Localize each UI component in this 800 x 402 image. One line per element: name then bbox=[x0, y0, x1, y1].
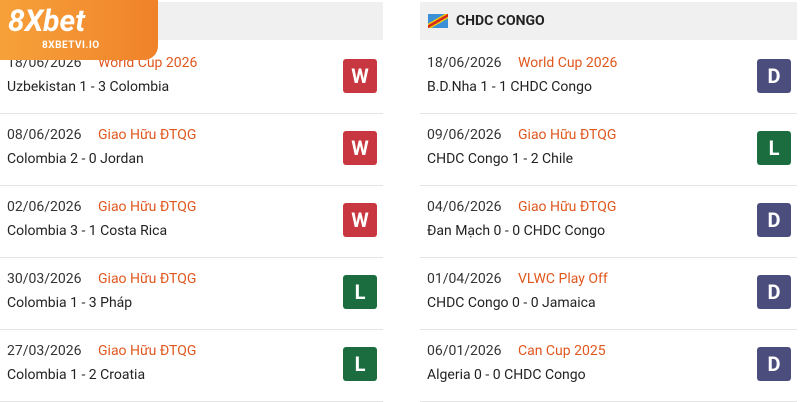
brand: 8Xbet bbox=[8, 4, 86, 39]
result-badge: L bbox=[343, 275, 377, 309]
competition: Can Cup 2025 bbox=[518, 343, 606, 359]
competition: Giao Hữu ĐTQG bbox=[98, 343, 197, 359]
match-date: 01/04/2026 bbox=[427, 271, 502, 287]
match-score: Colombia 1 - 3 Pháp bbox=[7, 295, 133, 311]
result-badge: W bbox=[343, 59, 377, 93]
match-date: 30/03/2026 bbox=[7, 271, 82, 287]
result-badge: D bbox=[757, 275, 791, 309]
match-date: 04/06/2026 bbox=[427, 199, 502, 215]
left-column: 18/06/2026 World Cup 2026 Uzbekistan 1 - 3… bbox=[0, 0, 383, 402]
competition: World Cup 2026 bbox=[518, 55, 618, 71]
header: CHDC CONGO bbox=[420, 2, 797, 40]
match-row: 18/06/2026 World Cup 2026 B.D.Nha 1 - 1 CH… bbox=[420, 41, 797, 114]
competition: Giao Hữu ĐTQG bbox=[98, 199, 197, 215]
match-score: Algeria 0 - 0 CHDC Congo bbox=[427, 367, 586, 383]
result-badge: D bbox=[757, 203, 791, 237]
match-score: CHDC Congo 0 - 0 Jamaica bbox=[427, 295, 596, 311]
right-column: CHDC CONGO 18/06/2026 World Cup 2026 B.D.N… bbox=[420, 0, 797, 402]
result-badge: D bbox=[757, 347, 791, 381]
match-row: 01/04/2026 VLWC Play Off CHDC Congo 0 - 0 … bbox=[420, 257, 797, 330]
match-date: 08/06/2026 bbox=[7, 127, 82, 143]
logo: 8Xbet 8XBETVI.IO bbox=[0, 0, 158, 60]
match-score: Uzbekistan 1 - 3 Colombia bbox=[7, 79, 170, 95]
match-row: 06/01/2026 Can Cup 2025 Algeria 0 - 0 CHDC… bbox=[420, 329, 797, 402]
match-date: 27/03/2026 bbox=[7, 343, 82, 359]
match-date: 02/06/2026 bbox=[7, 199, 82, 215]
match-row: 02/06/2026 Giao Hữu ĐTQG Colombia 3 - 1 Co… bbox=[0, 185, 383, 258]
competition: Giao Hữu ĐTQG bbox=[98, 271, 197, 287]
match-date: 09/06/2026 bbox=[427, 127, 502, 143]
result-badge: D bbox=[757, 59, 791, 93]
competition: Giao Hữu ĐTQG bbox=[518, 199, 617, 215]
result-badge: W bbox=[343, 131, 377, 165]
result-badge: W bbox=[343, 203, 377, 237]
result-badge: L bbox=[343, 347, 377, 381]
match-date: 18/06/2026 bbox=[427, 55, 502, 71]
match-score: Colombia 1 - 2 Croatia bbox=[7, 367, 146, 383]
flag bbox=[428, 14, 448, 28]
match-score: Đan Mạch 0 - 0 CHDC Congo bbox=[427, 223, 606, 239]
match-row: 08/06/2026 Giao Hữu ĐTQG Colombia 2 - 0 Jo… bbox=[0, 113, 383, 186]
team-name: CHDC CONGO bbox=[456, 13, 545, 29]
match-date: 06/01/2026 bbox=[427, 343, 502, 359]
match-score: Colombia 3 - 1 Costa Rica bbox=[7, 223, 168, 239]
match-score: Colombia 2 - 0 Jordan bbox=[7, 151, 144, 167]
competition: VLWC Play Off bbox=[518, 271, 608, 287]
match-row: 09/06/2026 Giao Hữu ĐTQG CHDC Congo 1 - 2 … bbox=[420, 113, 797, 186]
match-row: 04/06/2026 Giao Hữu ĐTQG Đan Mạch 0 - 0 CH… bbox=[420, 185, 797, 258]
match-score: CHDC Congo 1 - 2 Chile bbox=[427, 151, 574, 167]
result-badge: L bbox=[757, 131, 791, 165]
match-row: 30/03/2026 Giao Hữu ĐTQG Colombia 1 - 3 Ph… bbox=[0, 257, 383, 330]
competition: Giao Hữu ĐTQG bbox=[98, 127, 197, 143]
match-row: 27/03/2026 Giao Hữu ĐTQG Colombia 1 - 2 Cr… bbox=[0, 329, 383, 402]
site: 8XBETVI.IO bbox=[42, 40, 100, 51]
competition: Giao Hữu ĐTQG bbox=[518, 127, 617, 143]
match-score: B.D.Nha 1 - 1 CHDC Congo bbox=[427, 79, 592, 95]
